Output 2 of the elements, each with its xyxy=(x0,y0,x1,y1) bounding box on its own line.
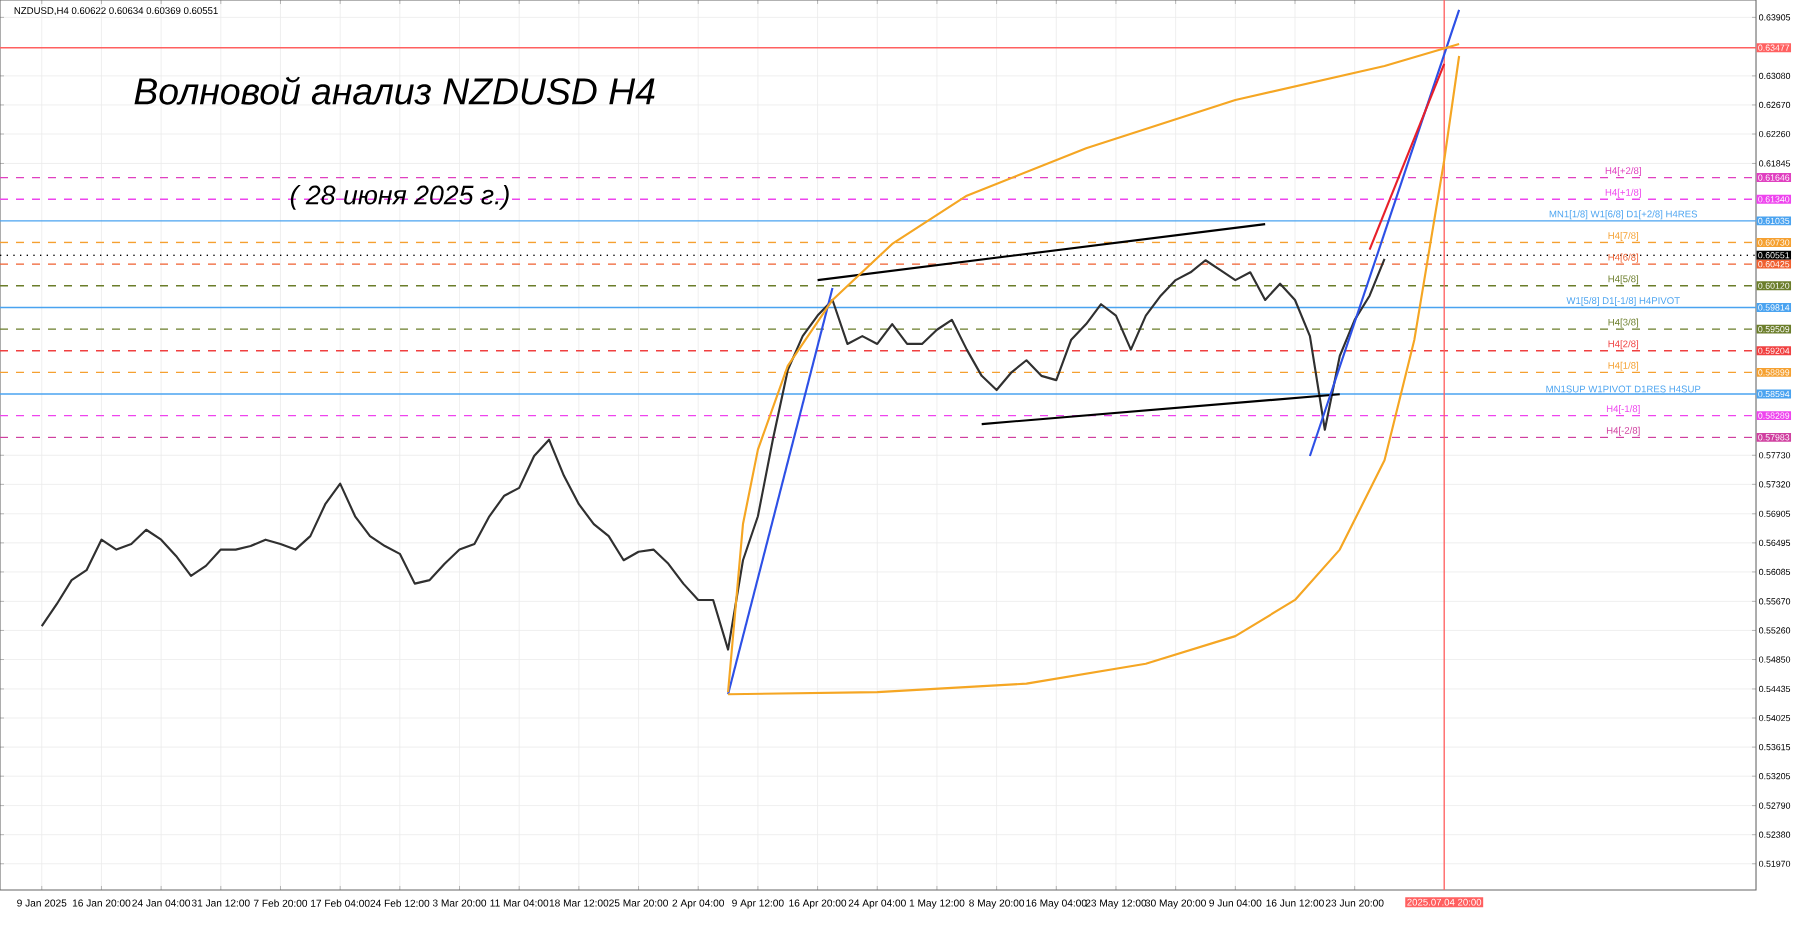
text: ( 28 июня 2025 г.) xyxy=(290,184,509,210)
text: Волновой анализ NZDUSD H4 xyxy=(134,76,655,105)
